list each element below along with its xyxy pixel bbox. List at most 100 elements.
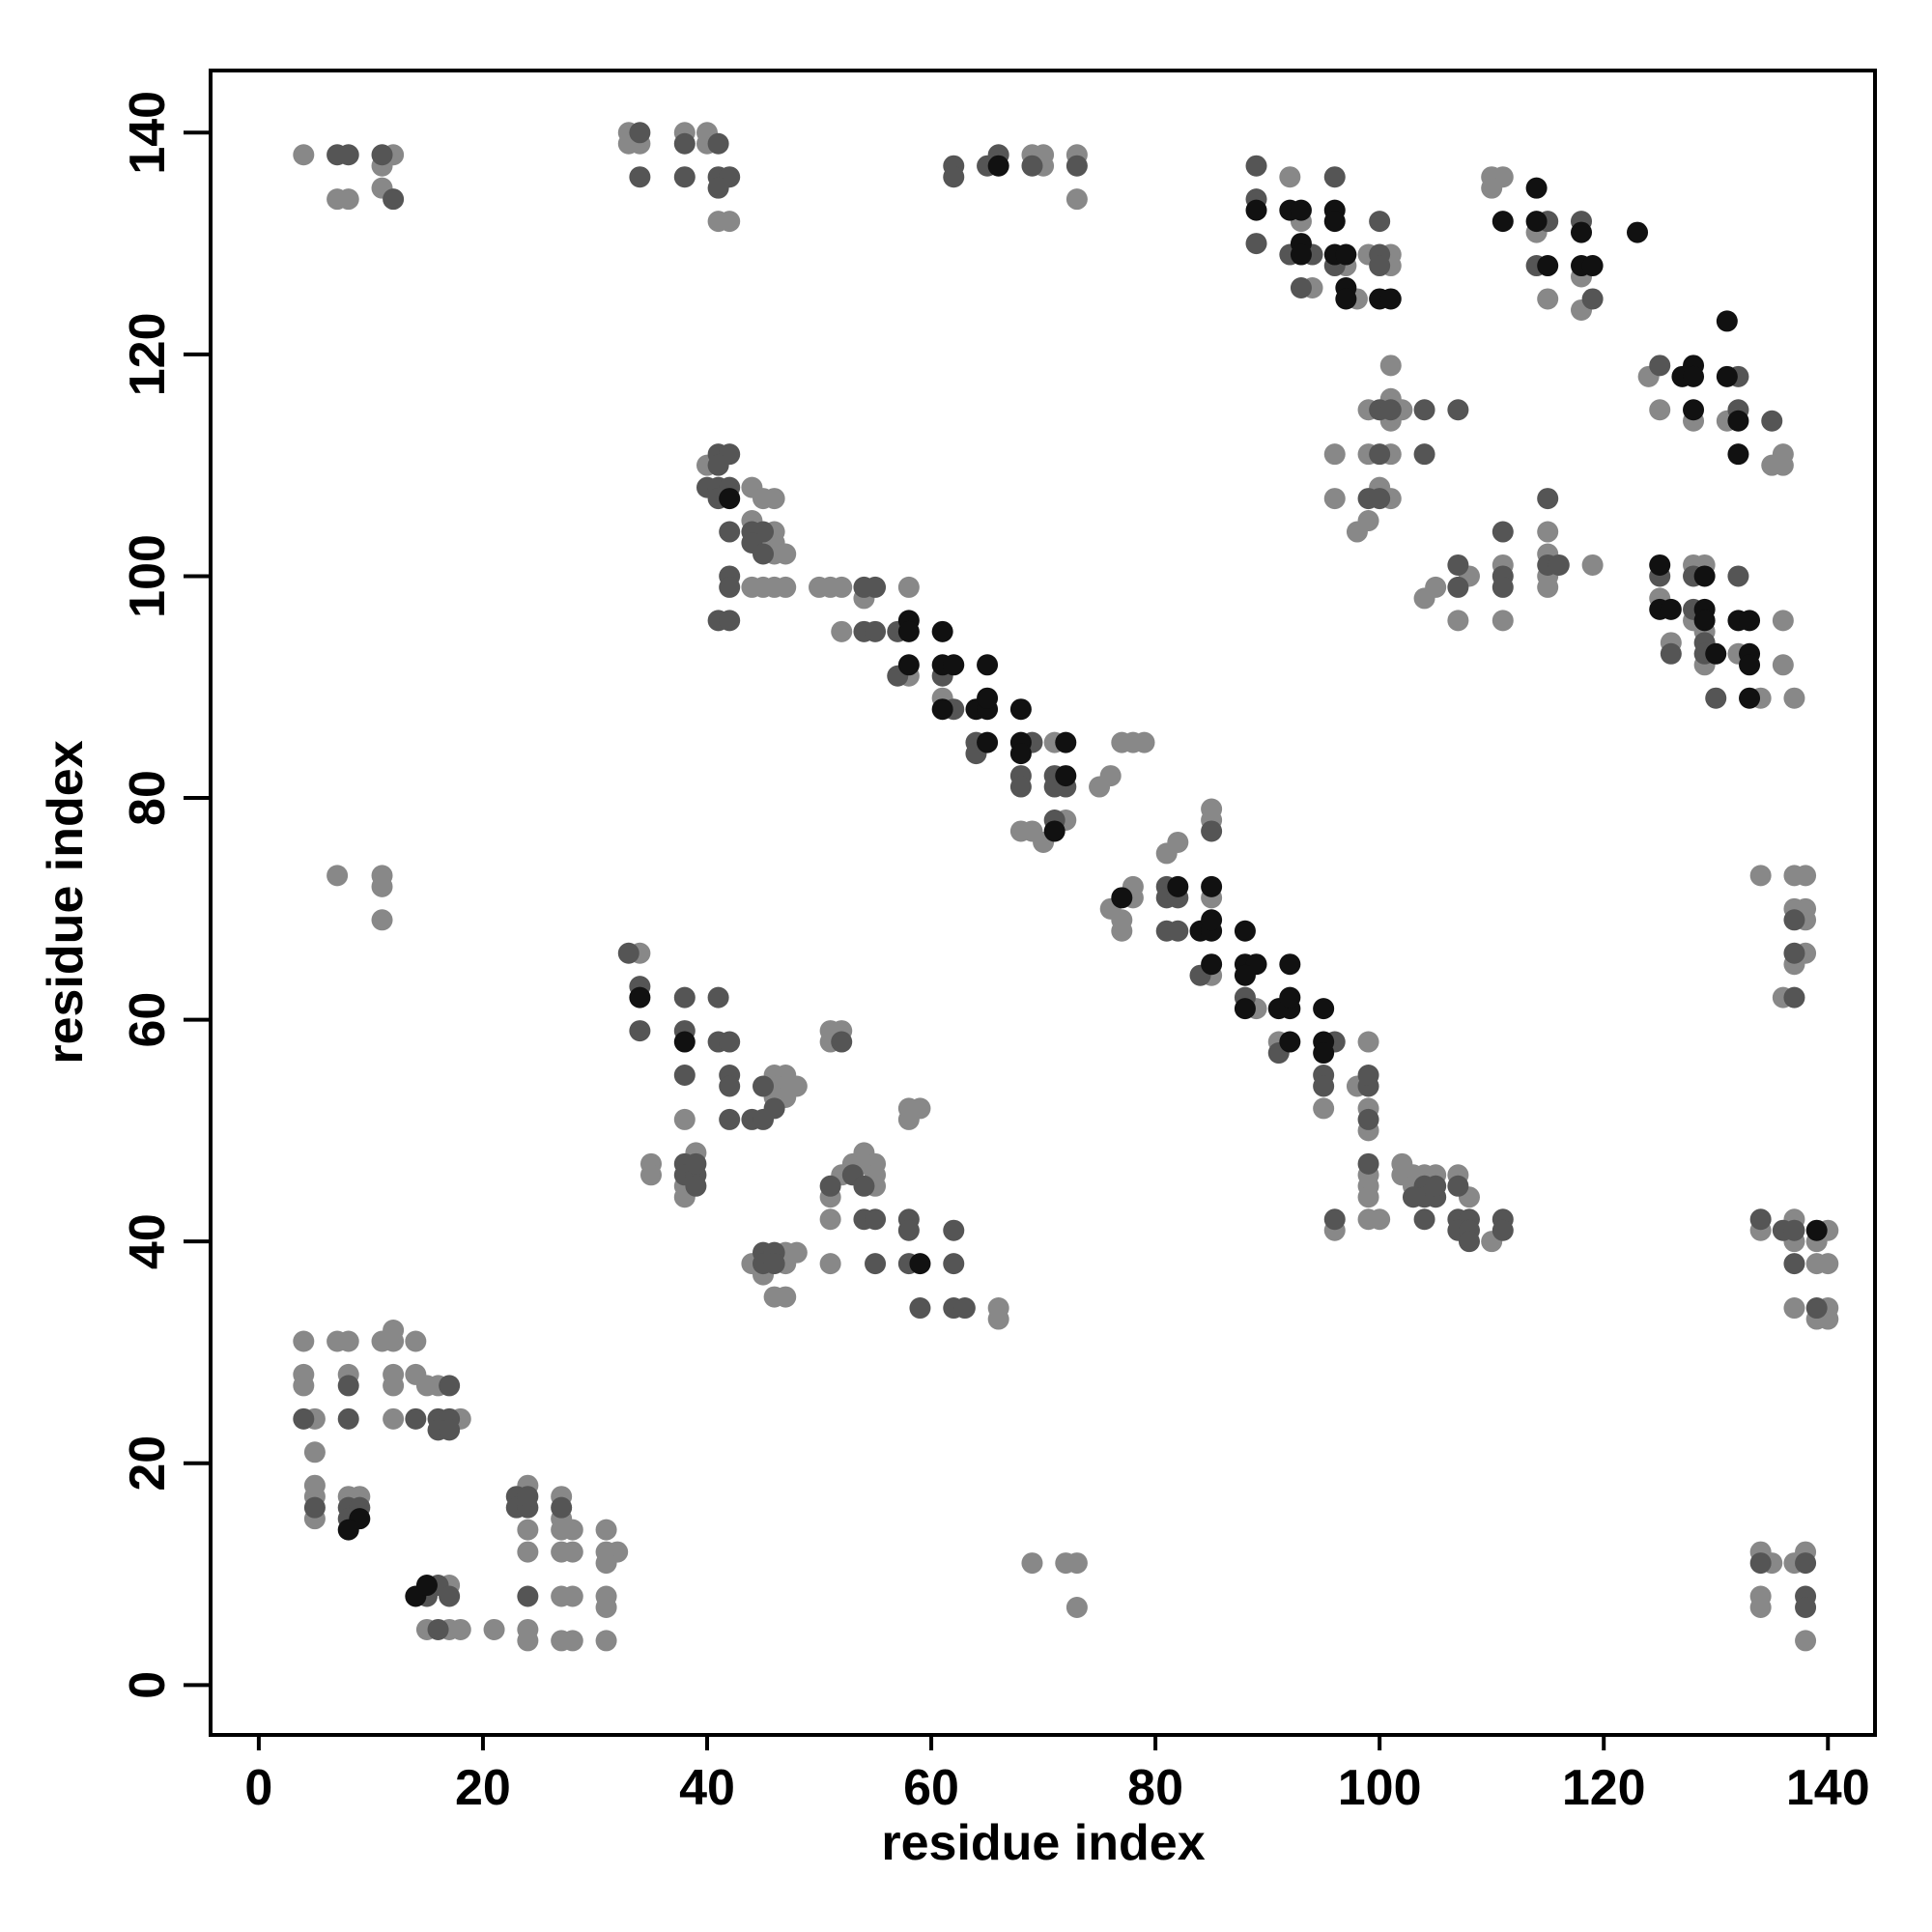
point [673, 1031, 696, 1053]
point [1537, 521, 1559, 543]
point [1795, 1630, 1817, 1652]
point [1369, 1208, 1391, 1231]
point [371, 144, 393, 166]
point [1290, 243, 1312, 266]
point [371, 875, 393, 897]
point [707, 986, 729, 1009]
point [763, 1253, 785, 1275]
point [1279, 953, 1301, 976]
point [987, 155, 1009, 177]
point [719, 211, 741, 233]
point [897, 576, 920, 598]
point [1323, 211, 1346, 233]
y-tick-label: 100 [120, 534, 176, 618]
point [629, 986, 651, 1009]
point [1055, 765, 1077, 787]
point [1313, 1042, 1335, 1065]
point [1065, 1596, 1088, 1618]
point [685, 1175, 707, 1197]
point [1727, 443, 1749, 466]
point [383, 188, 405, 211]
point [1772, 454, 1794, 476]
point [449, 1618, 471, 1640]
point [775, 543, 797, 565]
point [293, 1330, 315, 1352]
point [1009, 743, 1032, 765]
point [1369, 255, 1391, 277]
point [1716, 310, 1738, 332]
y-tick-label: 20 [120, 1435, 176, 1492]
point [753, 1075, 775, 1097]
point [1683, 399, 1705, 421]
point [1369, 488, 1391, 510]
point [1537, 576, 1559, 598]
point [1425, 1175, 1447, 1197]
point [1369, 211, 1391, 233]
point [337, 188, 359, 211]
point [1357, 1064, 1379, 1086]
point [865, 620, 887, 642]
point [595, 1630, 617, 1652]
x-tick-label: 40 [679, 1760, 735, 1816]
point [1279, 986, 1301, 1009]
point [1627, 221, 1649, 243]
point [1413, 443, 1435, 466]
point [1447, 1175, 1469, 1197]
point [719, 521, 741, 543]
point [1693, 610, 1716, 632]
y-tick-label: 0 [120, 1671, 176, 1699]
point [1021, 155, 1043, 177]
point [1581, 288, 1604, 310]
point [483, 1618, 505, 1640]
point [819, 1175, 841, 1197]
point [439, 1419, 461, 1441]
point [1795, 1596, 1817, 1618]
point [1201, 875, 1223, 897]
point [293, 144, 315, 166]
point [897, 1108, 920, 1130]
point [719, 576, 741, 598]
point [517, 1486, 539, 1508]
point [561, 1630, 583, 1652]
point [1649, 399, 1671, 421]
point [775, 576, 797, 598]
point [1447, 554, 1469, 576]
point [337, 1407, 359, 1430]
point [1783, 1253, 1805, 1275]
point [853, 1175, 875, 1197]
point [371, 909, 393, 931]
point [303, 1496, 326, 1519]
point [1447, 610, 1469, 632]
point [639, 1164, 662, 1186]
point [1727, 565, 1749, 587]
point [1481, 177, 1503, 199]
point [337, 1519, 359, 1541]
point [909, 1297, 931, 1320]
point [1009, 698, 1032, 721]
point [337, 1375, 359, 1397]
point [1167, 831, 1189, 853]
point [1537, 288, 1559, 310]
point [1201, 909, 1223, 931]
point [953, 1297, 976, 1320]
point [1413, 399, 1435, 421]
point [1492, 211, 1514, 233]
point [763, 488, 785, 510]
point [1357, 1031, 1379, 1053]
point [1245, 155, 1267, 177]
x-tick-label: 0 [244, 1760, 272, 1816]
point [415, 1575, 438, 1597]
point [383, 1407, 405, 1430]
point [629, 122, 651, 144]
point [1571, 221, 1593, 243]
point [673, 986, 696, 1009]
point [673, 132, 696, 155]
point [943, 1253, 965, 1275]
point [785, 1241, 808, 1264]
point [1201, 953, 1223, 976]
point [831, 1031, 853, 1053]
point [1234, 920, 1256, 942]
point [1492, 521, 1514, 543]
y-tick-label: 120 [120, 312, 176, 396]
point [943, 1219, 965, 1241]
